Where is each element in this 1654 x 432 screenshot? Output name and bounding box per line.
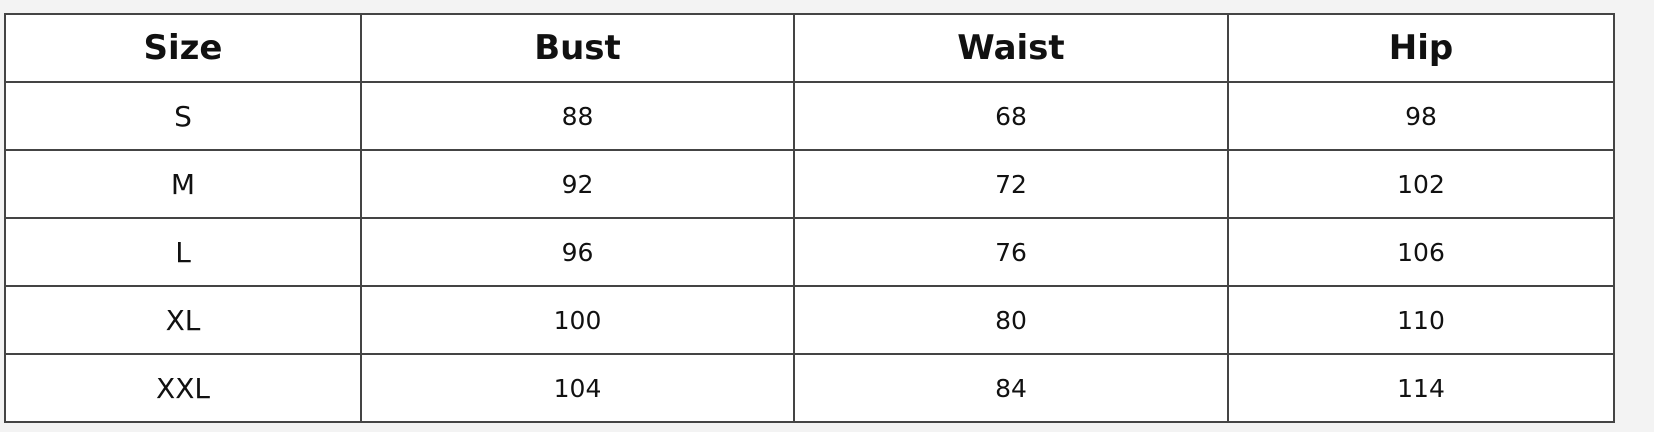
header-waist: Waist [793, 13, 1229, 83]
table-row: M 92 72 102 [4, 149, 1615, 219]
cell-bust: 96 [360, 217, 795, 287]
cell-waist: 68 [793, 81, 1229, 151]
size-chart-table: Size Bust Waist Hip S 88 68 98 M 92 72 102 L 96 76… [4, 13, 1615, 423]
table-row: XXL 104 84 114 [4, 353, 1615, 423]
header-size: Size [4, 13, 362, 83]
cell-waist: 80 [793, 285, 1229, 355]
cell-size: L [4, 217, 362, 287]
cell-hip: 114 [1227, 353, 1615, 423]
cell-waist: 84 [793, 353, 1229, 423]
cell-bust: 100 [360, 285, 795, 355]
cell-hip: 98 [1227, 81, 1615, 151]
cell-size: XXL [4, 353, 362, 423]
cell-size: M [4, 149, 362, 219]
cell-hip: 102 [1227, 149, 1615, 219]
table-row: XL 100 80 110 [4, 285, 1615, 355]
cell-waist: 72 [793, 149, 1229, 219]
header-row: Size Bust Waist Hip [4, 13, 1615, 83]
cell-bust: 88 [360, 81, 795, 151]
header-hip: Hip [1227, 13, 1615, 83]
cell-bust: 92 [360, 149, 795, 219]
cell-hip: 110 [1227, 285, 1615, 355]
cell-waist: 76 [793, 217, 1229, 287]
cell-size: XL [4, 285, 362, 355]
table-row: L 96 76 106 [4, 217, 1615, 287]
header-bust: Bust [360, 13, 795, 83]
cell-size: S [4, 81, 362, 151]
cell-bust: 104 [360, 353, 795, 423]
cell-hip: 106 [1227, 217, 1615, 287]
table-row: S 88 68 98 [4, 81, 1615, 151]
